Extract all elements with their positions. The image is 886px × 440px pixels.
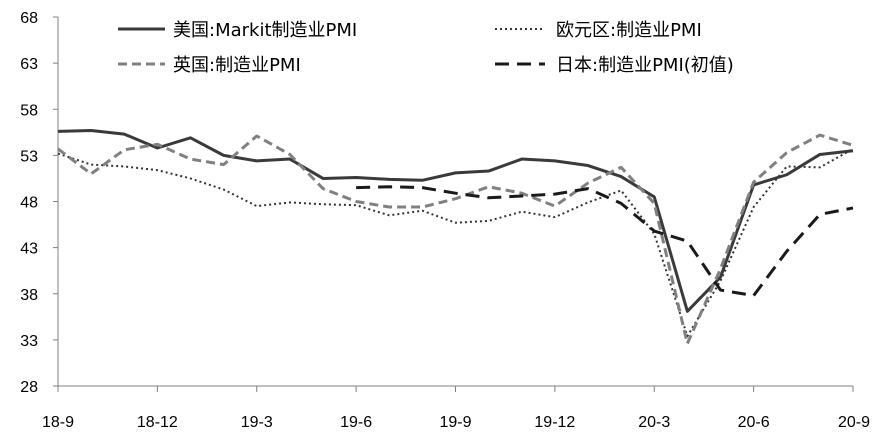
- legend-label-1: 美国:Markit制造业PMI: [173, 20, 357, 41]
- y-tick-label: 43: [20, 241, 38, 258]
- series-line-3: [57, 133, 854, 346]
- x-tick-label: 20-6: [738, 414, 770, 431]
- legend: 美国:Markit制造业PMI 欧元区:制造业PMI 英国:制造业PMI 日本:制造业…: [118, 20, 734, 76]
- series-layer: [57, 128, 854, 346]
- legend-label-4: 日本:制造业PMI(初值): [556, 55, 734, 76]
- x-tick-label: 18-12: [137, 414, 178, 431]
- x-tick-label: 19-9: [439, 414, 471, 431]
- series-line-2: [57, 148, 854, 338]
- x-tick-label: 18-9: [42, 414, 74, 431]
- x-tick-label: 20-9: [838, 414, 870, 431]
- y-tick-label: 48: [20, 195, 38, 212]
- chart-axes: 28 33 38 43 48 53 58 63 68 18-9 18-12 19-3 19-6 19-9 1…: [20, 10, 870, 431]
- y-tick-label: 58: [20, 102, 38, 119]
- y-tick-label: 33: [20, 333, 38, 350]
- series-line-4: [356, 185, 854, 298]
- y-tick-label: 53: [20, 148, 38, 165]
- x-tick-label: 20-3: [638, 414, 670, 431]
- legend-label-3: 英国:制造业PMI: [173, 55, 301, 76]
- legend-label-2: 欧元区:制造业PMI: [556, 20, 702, 41]
- y-tick-label: 63: [20, 56, 38, 73]
- y-tick-label: 38: [20, 287, 38, 304]
- x-tick-label: 19-12: [534, 414, 575, 431]
- x-tick-label: 19-6: [340, 414, 372, 431]
- y-tick-label: 68: [20, 10, 38, 27]
- y-tick-label: 28: [20, 379, 38, 396]
- series-line-1: [57, 128, 854, 313]
- x-tick-label: 19-3: [241, 414, 273, 431]
